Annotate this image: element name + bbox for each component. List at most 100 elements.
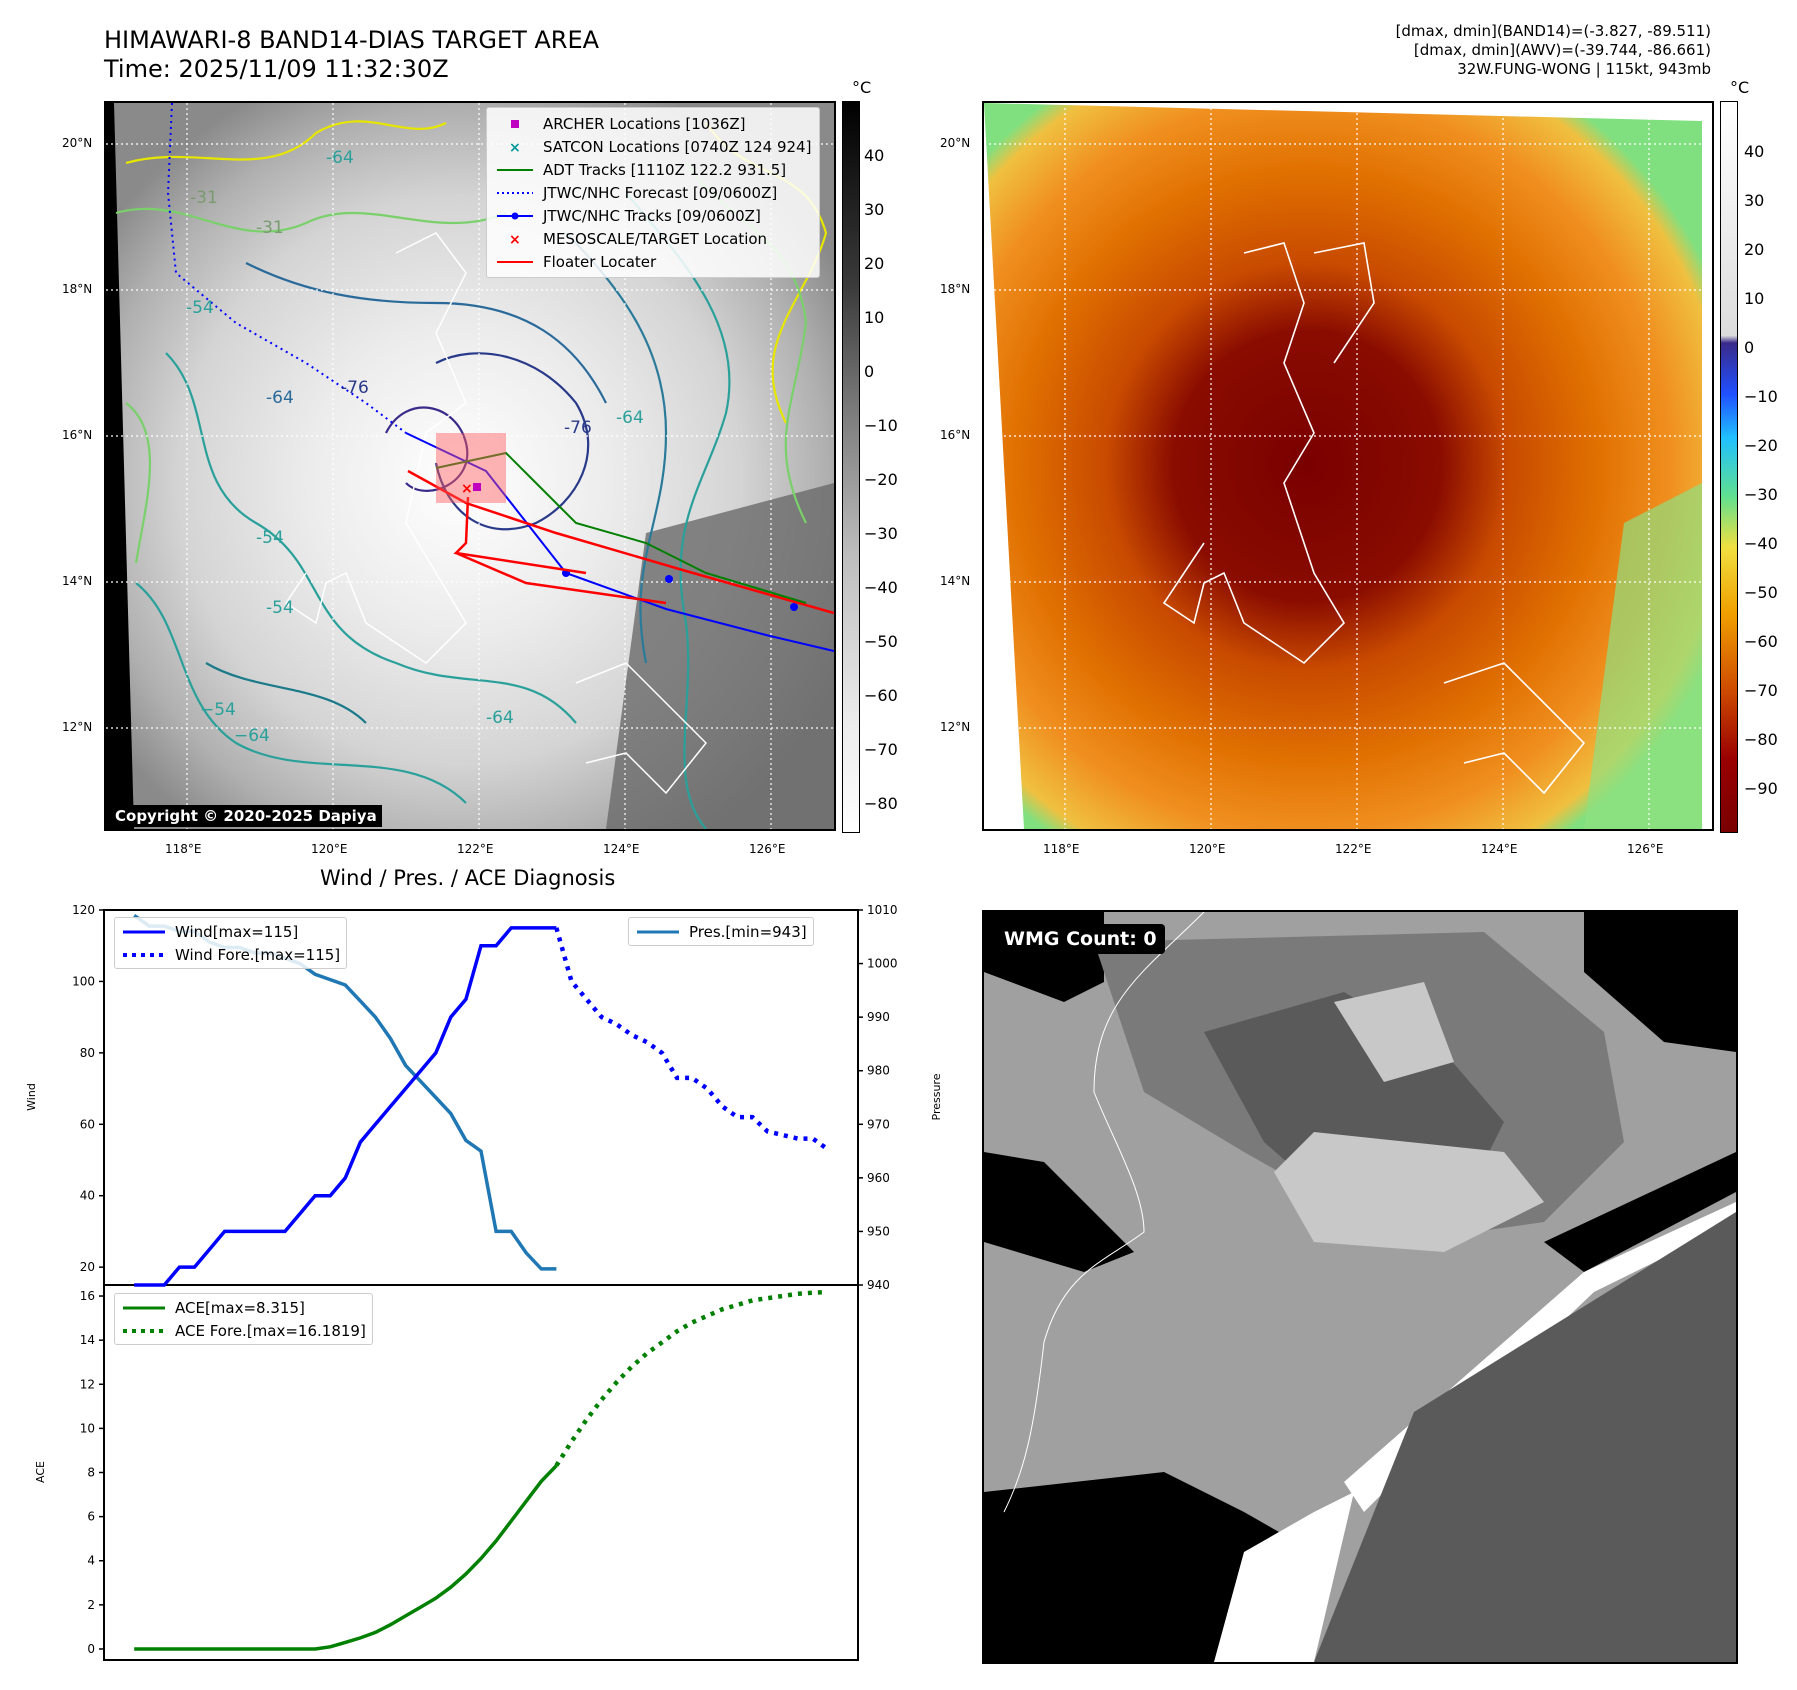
tick-label: 990 — [867, 1010, 890, 1024]
legend-jtwc-tracks: JTWC/NHC Tracks [09/0600Z] — [495, 204, 811, 227]
legend-pressure: Pres.[min=943] — [637, 922, 807, 941]
wind-axis-label: Wind — [25, 1083, 38, 1111]
pressure-ticks: 1010 1000 990 980 970 960 950 940 — [858, 903, 898, 1292]
coastline-south — [575, 662, 708, 795]
contour-label: -31 — [256, 218, 284, 238]
gray-tick: 40 — [864, 146, 885, 165]
info-awv: [dmax, dmin](AWV)=(-39.744, -86.661) — [1413, 41, 1711, 59]
tick-label: 120 — [72, 903, 95, 917]
gray-tick: 10 — [864, 308, 885, 327]
coastline-north — [1313, 242, 1375, 364]
color-ir-image — [984, 103, 1702, 829]
jtwc-track — [405, 432, 834, 652]
tick-label: 80 — [80, 1046, 95, 1060]
gray-tick: −50 — [864, 632, 898, 651]
contour-label: -54 — [256, 528, 284, 548]
lat-label: 16°N — [940, 428, 971, 442]
lat-label: 16°N — [62, 428, 93, 442]
legend-wind-fore: Wind Fore.[max=115] — [123, 945, 341, 964]
tick-label: 980 — [867, 1064, 890, 1078]
lat-label: 20°N — [62, 136, 93, 150]
ace-forecast-line — [554, 1289, 828, 1467]
tick-label: 6 — [87, 1510, 95, 1524]
wmg-region — [1274, 1132, 1544, 1252]
contour-label: -64 — [616, 408, 644, 428]
tick-label: 960 — [867, 1171, 890, 1185]
gray-tick: −10 — [864, 416, 898, 435]
tick-label: 0 — [87, 1642, 95, 1656]
wmg-count-badge: WMG Count: 0 — [996, 924, 1165, 954]
wmg-canvas — [984, 912, 1736, 1662]
lon-label: 124°E — [603, 842, 640, 856]
gray-tick: −80 — [864, 794, 898, 813]
svg-text:×: × — [509, 233, 521, 245]
lon-label: 118°E — [1043, 842, 1080, 856]
color-tick: 30 — [1744, 191, 1765, 210]
legend-ace: ACE[max=8.315] — [123, 1298, 305, 1317]
wind-ticks: 120 100 80 60 40 20 — [72, 903, 104, 1274]
ace-legend: ACE[max=8.315] ACE Fore.[max=16.1819] — [114, 1293, 373, 1345]
gray-tick: 30 — [864, 200, 885, 219]
color-tick: −40 — [1744, 534, 1778, 553]
lon-label: 122°E — [457, 842, 494, 856]
contour-label: -54 — [266, 598, 294, 618]
gridlines — [984, 103, 1712, 829]
contour-label: −64 — [234, 726, 270, 746]
color-tick: −20 — [1744, 436, 1778, 455]
coastline-south — [1443, 662, 1586, 795]
contour-label: −54 — [200, 700, 236, 720]
wmg-panel: WMG Count: 0 — [982, 910, 1738, 1664]
gray-tick: −40 — [864, 578, 898, 597]
contour-label: -64 — [266, 388, 294, 408]
wind-legend: Wind[max=115] Wind Fore.[max=115] — [114, 917, 348, 969]
dark-region — [606, 483, 834, 829]
gray-colorbar-unit: °C — [852, 78, 872, 97]
contour-labels: -31 -31 -54 -64 -64 -76 -76 -64 -54 -54 … — [186, 148, 644, 746]
diagnosis-title: Wind / Pres. / ACE Diagnosis — [320, 866, 616, 890]
color-tick: −80 — [1744, 730, 1778, 749]
tick-label: 20 — [80, 1260, 95, 1274]
figure-title: HIMAWARI-8 BAND14-DIAS TARGET AREA Time:… — [104, 26, 599, 84]
gray-tick: −20 — [864, 470, 898, 489]
lon-label: 126°E — [1627, 842, 1664, 856]
tick-label: 12 — [80, 1377, 95, 1391]
info-storm: 32W.FUNG-WONG | 115kt, 943mb — [1457, 60, 1711, 78]
legend-wind: Wind[max=115] — [123, 922, 299, 941]
tick-label: 14 — [80, 1333, 95, 1347]
legend-target: × MESOSCALE/TARGET Location — [509, 229, 768, 248]
map-legend: ARCHER Locations [1036Z] × SATCON Locatio… — [486, 107, 821, 278]
series-layer — [133, 913, 830, 1651]
lat-label: 12°N — [940, 720, 971, 734]
tick-label: 4 — [87, 1554, 95, 1568]
color-colorbar-unit: °C — [1730, 78, 1750, 97]
wmg-coastline — [1003, 912, 1205, 1513]
color-tick: −90 — [1744, 779, 1778, 798]
gray-tick: 0 — [864, 362, 875, 381]
contour-label: -76 — [341, 378, 369, 398]
wmg-region — [1214, 1492, 1354, 1662]
contour-label: -31 — [190, 188, 218, 208]
tick-label: 970 — [867, 1117, 890, 1131]
color-tick: 40 — [1744, 142, 1765, 161]
gray-tick: 20 — [864, 254, 885, 273]
ace-axis-label: ACE — [34, 1461, 47, 1483]
lat-label: 14°N — [62, 574, 93, 588]
pressure-axis-label: Pressure — [930, 1073, 943, 1120]
wind-forecast-line — [554, 927, 830, 1152]
tick-label: 16 — [80, 1289, 95, 1303]
gray-colorbar — [842, 101, 860, 833]
color-tick: −60 — [1744, 632, 1778, 651]
lon-label: 122°E — [1335, 842, 1372, 856]
gray-tick: −70 — [864, 740, 898, 759]
lat-label: 20°N — [940, 136, 971, 150]
legend-ace-fore: ACE Fore.[max=16.1819] — [123, 1321, 366, 1340]
tick-label: 1010 — [867, 903, 898, 917]
gray-tick: −30 — [864, 524, 898, 543]
pressure-legend: Pres.[min=943] — [628, 917, 814, 946]
gray-tick: −60 — [864, 686, 898, 705]
jtwc-track-point — [665, 575, 673, 583]
ir-grayscale-map: × -31 -31 -54 -64 -64 -76 -76 -64 -54 -5… — [104, 101, 836, 831]
coastline — [284, 232, 467, 664]
lon-label: 124°E — [1481, 842, 1518, 856]
tick-label: 100 — [72, 974, 95, 988]
